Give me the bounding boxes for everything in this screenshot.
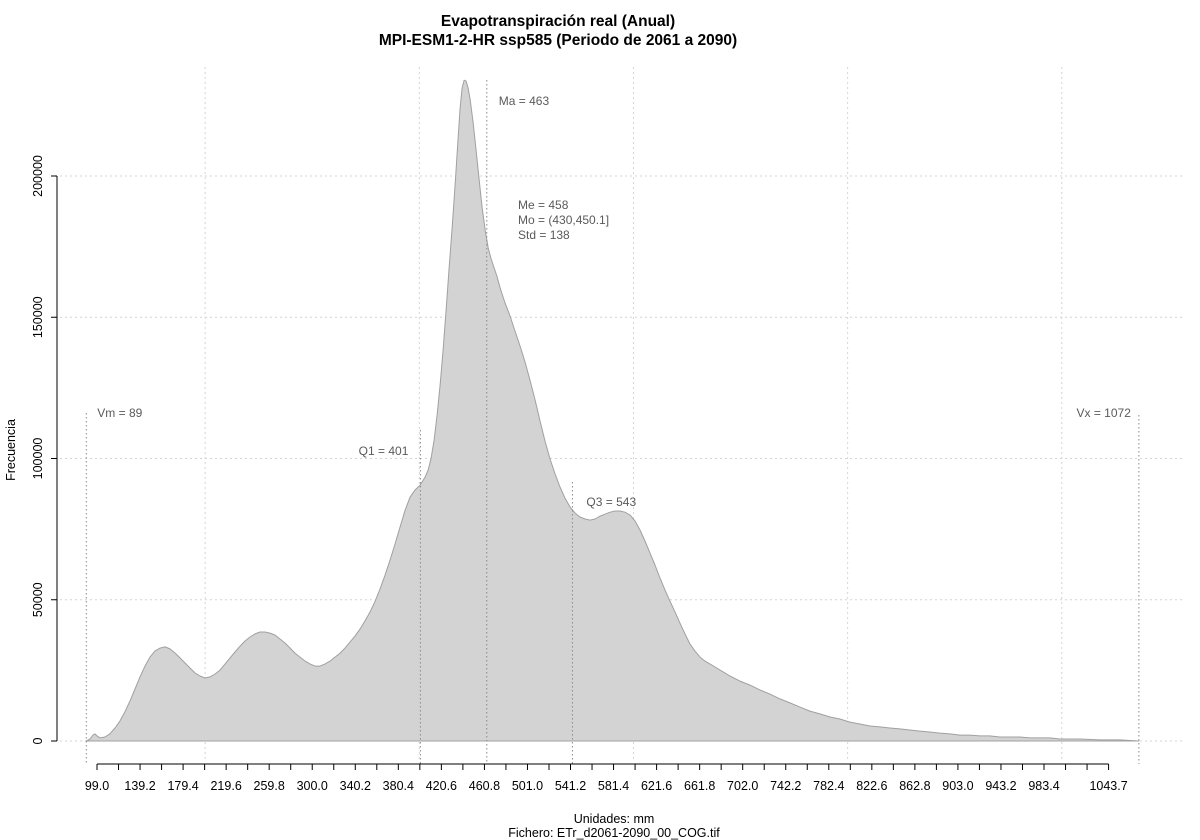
axes: 99.0 139.2 179.4 219.6 259.8 300.0 340.2 380.4 4… [31, 155, 1128, 793]
y-tick-label: 150000 [31, 296, 45, 338]
chart-text-layer: Evapotranspiración real (Anual) MPI-ESM1… [4, 13, 1131, 840]
x-tick-label: 822.6 [856, 779, 887, 793]
x-tick-label: 702.0 [727, 779, 758, 793]
y-axis-title: Frecuencia [4, 419, 18, 481]
max-annotation-label: Vx = 1072 [1077, 406, 1132, 420]
x-tick-label: 501.0 [512, 779, 543, 793]
q3-annotation-label: Q3 = 543 [586, 495, 636, 509]
x-tick-label: 460.8 [469, 779, 500, 793]
std-stat-label: Std = 138 [518, 228, 570, 242]
annotation-lines [85, 80, 1140, 764]
x-tick-label: 983.4 [1028, 779, 1059, 793]
q1-annotation-label: Q1 = 401 [359, 444, 409, 458]
x-tick-label: 1043.7 [1089, 779, 1127, 793]
x-tick-label: 139.2 [124, 779, 155, 793]
y-tick-label: 50000 [31, 582, 45, 617]
units-footer: Unidades: mm [574, 812, 655, 826]
x-tick-label: 420.6 [426, 779, 457, 793]
x-tick-label: 581.4 [598, 779, 629, 793]
x-tick-label: 661.8 [684, 779, 715, 793]
x-tick-label: 99.0 [85, 779, 109, 793]
density-area [85, 79, 1140, 742]
min-annotation-label: Vm = 89 [97, 406, 142, 420]
y-tick-label: 0 [31, 737, 45, 744]
x-tick-label: 862.8 [899, 779, 930, 793]
y-tick-label: 100000 [31, 438, 45, 480]
x-tick-label: 179.4 [167, 779, 198, 793]
x-tick-label: 903.0 [942, 779, 973, 793]
filename-footer: Fichero: ETr_d2061-2090_00_COG.tif [508, 826, 720, 840]
x-tick-label: 380.4 [383, 779, 414, 793]
x-tick-label: 742.2 [770, 779, 801, 793]
x-tick-label: 300.0 [297, 779, 328, 793]
mean-annotation-label: Ma = 463 [499, 94, 550, 108]
median-stat-label: Me = 458 [518, 198, 569, 212]
y-tick-label: 200000 [31, 155, 45, 197]
chart-subtitle: MPI-ESM1-2-HR ssp585 (Periodo de 2061 a … [379, 32, 737, 49]
chart-title: Evapotranspiración real (Anual) [441, 13, 675, 30]
x-tick-label: 219.6 [210, 779, 241, 793]
x-tick-label: 782.4 [813, 779, 844, 793]
x-tick-label: 943.2 [985, 779, 1016, 793]
x-tick-label: 621.6 [641, 779, 672, 793]
x-tick-label: 340.2 [340, 779, 371, 793]
x-tick-label: 259.8 [254, 779, 285, 793]
x-tick-label: 541.2 [555, 779, 586, 793]
mode-stat-label: Mo = (430,450.1] [518, 213, 609, 227]
